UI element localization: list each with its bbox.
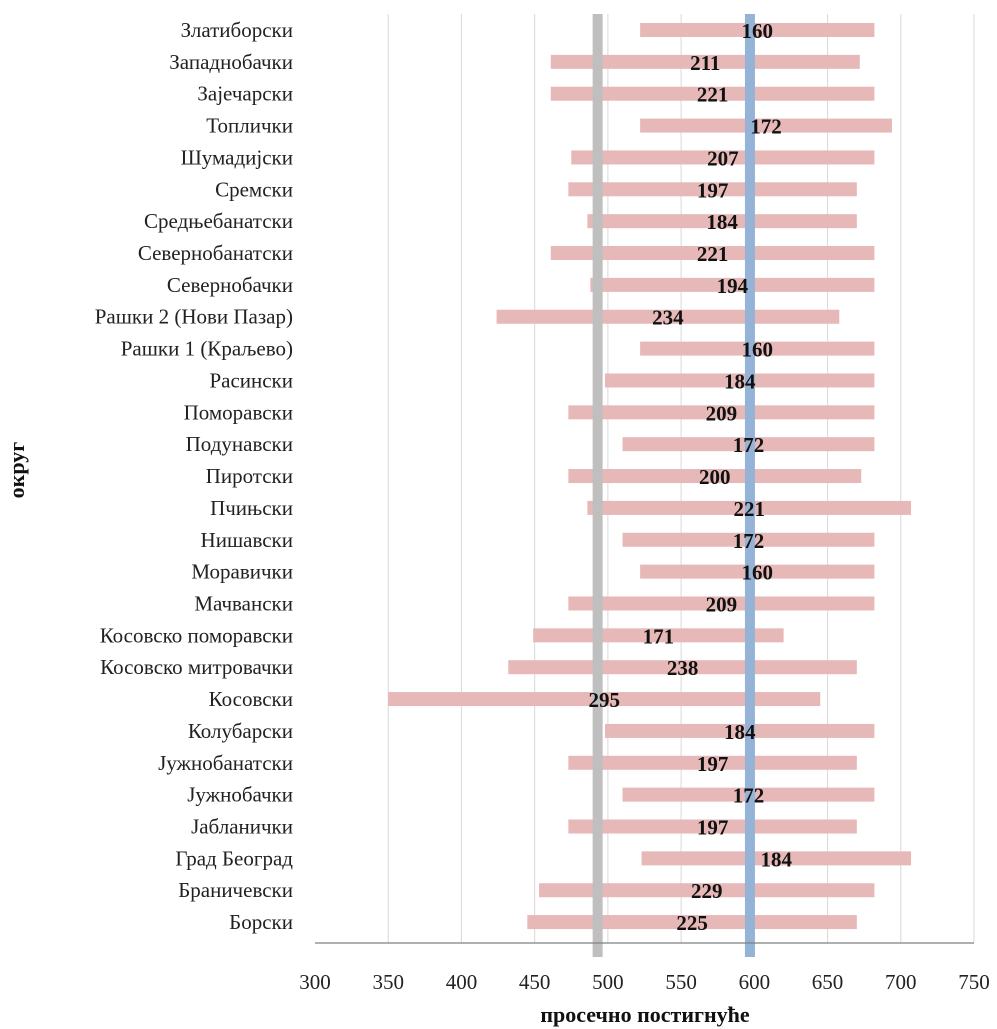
category-label: Нишавски: [201, 528, 293, 552]
x-tick-label: 550: [665, 970, 697, 994]
range-bar: [604, 723, 875, 738]
category-label: Поморавски: [184, 400, 293, 424]
category-label: Мачвански: [194, 591, 293, 615]
x-tick-label: 350: [372, 970, 404, 994]
data-label: 221: [697, 242, 729, 266]
range-bar: [568, 182, 857, 197]
range-bar: [640, 564, 875, 579]
data-label: 184: [724, 720, 756, 744]
range-bars: [388, 23, 912, 930]
x-tick-label: 700: [885, 970, 917, 994]
y-axis-title: округ: [4, 442, 29, 499]
data-label: 295: [588, 688, 620, 712]
data-label: 171: [643, 624, 675, 648]
data-label: 221: [697, 83, 729, 107]
range-bar: [388, 692, 821, 707]
range-bar: [590, 277, 875, 292]
category-label: Косовски: [209, 687, 293, 711]
category-label: Топлички: [206, 114, 293, 138]
category-label: Јужнобанатски: [158, 751, 293, 775]
category-label: Зајечарски: [197, 82, 293, 106]
category-label: Рашки 1 (Краљево): [121, 337, 293, 361]
data-label: 221: [733, 497, 765, 521]
data-label: 172: [750, 115, 782, 139]
category-label: Пчињски: [210, 496, 293, 520]
data-label: 207: [707, 146, 739, 170]
data-label: 197: [697, 816, 729, 840]
range-bar: [640, 23, 875, 37]
data-label: 234: [652, 306, 684, 330]
range-bar: [640, 118, 892, 133]
x-tick-label: 500: [592, 970, 624, 994]
data-label: 160: [742, 561, 774, 585]
x-tick-label: 400: [446, 970, 478, 994]
category-label: Косовско митровачки: [100, 655, 293, 679]
category-label: Град Београд: [175, 846, 293, 870]
x-tick-label: 300: [299, 970, 331, 994]
data-label: 229: [691, 879, 723, 903]
category-label: Севернобанатски: [138, 241, 293, 265]
category-label: Колубарски: [188, 719, 293, 743]
range-bar: [568, 469, 862, 484]
data-label: 160: [742, 338, 774, 362]
category-label: Расински: [209, 368, 293, 392]
x-tick-labels: 300 350 400 450 500 550 600 650 700 750: [299, 970, 990, 994]
range-bar: [539, 883, 875, 898]
data-label: 200: [699, 465, 731, 489]
data-label: 209: [706, 401, 738, 425]
category-label: Пиротски: [206, 464, 293, 488]
data-label: 172: [733, 784, 765, 808]
category-label: Моравички: [191, 560, 293, 584]
data-label: 184: [761, 847, 793, 871]
category-label: Јужнобачки: [187, 783, 293, 807]
data-label: 211: [690, 51, 720, 75]
x-tick-label: 750: [958, 970, 990, 994]
range-bar: [568, 405, 875, 420]
x-tick-label: 450: [519, 970, 551, 994]
category-label: Рашки 2 (Нови Пазар): [95, 305, 293, 329]
category-labels: Златиборски Западнобачки Зајечарски Топличк…: [95, 18, 294, 934]
x-axis-title: просечно постигнуће: [540, 1002, 750, 1027]
data-labels: 1602112211722071971842211942341601842091…: [588, 19, 792, 935]
range-bar: [550, 246, 875, 261]
range-bar: [640, 341, 875, 356]
range-bar: [550, 86, 875, 101]
data-label: 184: [724, 369, 756, 393]
range-bar: [568, 596, 875, 611]
range-bar: [571, 150, 875, 165]
x-tick-label: 650: [812, 970, 844, 994]
category-label: Подунавски: [186, 432, 293, 456]
category-label: Борски: [229, 910, 293, 934]
category-label: Јабланички: [191, 815, 293, 839]
category-label: Сремски: [215, 177, 293, 201]
category-label: Шумадијски: [181, 145, 293, 169]
data-label: 184: [706, 210, 738, 234]
data-label: 194: [717, 274, 749, 298]
range-bar: [641, 851, 912, 866]
category-label: Косовско поморавски: [100, 623, 293, 647]
category-label: Средњебанатски: [144, 209, 293, 233]
data-label: 197: [697, 178, 729, 202]
category-label: Севернобачки: [167, 273, 293, 297]
x-tick-label: 600: [739, 970, 771, 994]
data-label: 225: [676, 911, 708, 935]
category-label: Западнобачки: [169, 50, 293, 74]
range-bar: [550, 54, 860, 69]
data-label: 238: [667, 656, 699, 680]
data-label: 197: [697, 752, 729, 776]
range-bar: [604, 373, 875, 388]
reference-lines: [592, 14, 755, 957]
data-label: 172: [733, 433, 765, 457]
range-bar: [527, 915, 857, 930]
data-label: 209: [706, 592, 738, 616]
range-bar: [587, 214, 857, 229]
range-bar: [568, 819, 857, 834]
category-label: Златиборски: [181, 18, 293, 42]
data-label: 172: [733, 529, 765, 553]
data-label: 160: [742, 19, 774, 43]
range-bar: [568, 755, 857, 770]
category-label: Браничевски: [178, 878, 293, 902]
